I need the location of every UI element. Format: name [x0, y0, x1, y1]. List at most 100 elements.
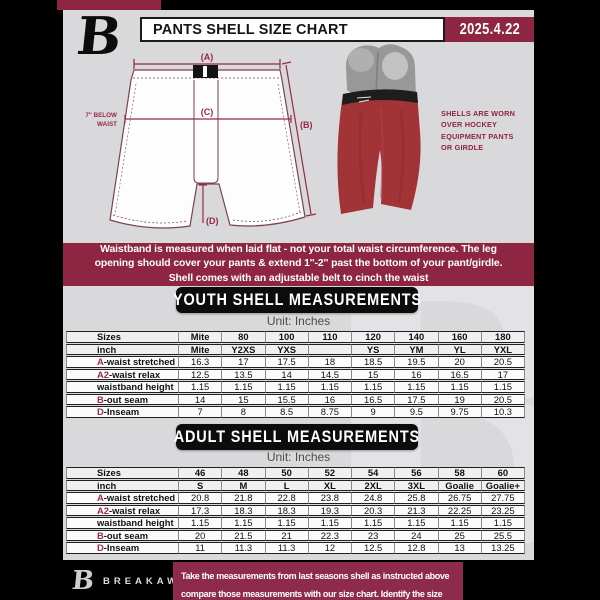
- table-cell: 58: [438, 467, 482, 479]
- table-cell: 20.5: [481, 356, 525, 368]
- row-label-prefix: A2: [97, 368, 109, 380]
- table-cell: 1.15: [308, 517, 352, 529]
- table-cell: 21: [265, 529, 309, 541]
- table-cell: 24.8: [352, 492, 396, 504]
- pants-diagram: (A) (C) 7'' BELOW WAIST (B): [85, 52, 317, 229]
- table-cell: 8.5: [265, 406, 309, 418]
- row-label: A-waist stretched: [66, 356, 179, 368]
- pants-outline: [109, 69, 306, 229]
- row-label: waistband height: [66, 517, 179, 529]
- table-row: Sizes Mite 80 100 110 120 140 160 180: [66, 331, 525, 343]
- table-cell: 14: [179, 393, 223, 405]
- table-cell: 12: [308, 542, 352, 554]
- table-cell: 1.15: [481, 381, 525, 393]
- table-cell: YS: [352, 343, 396, 355]
- table-cell: 21.5: [222, 529, 266, 541]
- table-cell: 1.15: [352, 517, 396, 529]
- table-cell: Y2XS: [222, 343, 266, 355]
- table-cell: 22.8: [265, 492, 309, 504]
- table-cell: 22.25: [438, 504, 482, 516]
- table-cell: 20.3: [352, 504, 396, 516]
- table-cell: 15: [352, 368, 396, 380]
- photo-caption: SHELLS ARE WORN OVER HOCKEY EQUIPMENT PA…: [441, 109, 516, 152]
- footer-note-text: Take the measurements from last seasons …: [181, 571, 450, 599]
- table-cell: 15: [222, 393, 266, 405]
- table-cell: 1.15: [308, 381, 352, 393]
- table-cell: 3XL: [395, 479, 439, 491]
- table-row: A-waist stretched 16.3 17 17.5 18 18.5 19.5 20 2…: [66, 356, 525, 368]
- table-cell: [308, 343, 352, 355]
- table-cell: 27.75: [481, 492, 525, 504]
- row-label: Sizes: [66, 331, 179, 343]
- table-cell: 20.8: [179, 492, 223, 504]
- table-cell: 80: [222, 331, 266, 343]
- table-cell: 21.3: [395, 504, 439, 516]
- table-cell: YXL: [481, 343, 525, 355]
- table-cell: 26.75: [438, 492, 482, 504]
- table-cell: 19.3: [308, 504, 352, 516]
- table-cell: YXS: [265, 343, 309, 355]
- table-cell: YM: [395, 343, 439, 355]
- table-cell: 56: [395, 467, 439, 479]
- measurement-label-d: (D): [206, 216, 219, 226]
- table-row: A2-waist relax 12.5 13.5 14 14.5 15 16 16.5 17: [66, 368, 525, 380]
- brand-logo-mark: B: [73, 10, 125, 67]
- table-cell: Mite: [179, 331, 223, 343]
- table-cell: 160: [438, 331, 482, 343]
- table-row: waistband height 1.15 1.15 1.15 1.15 1.15 1.15…: [66, 517, 525, 529]
- row-label: A-waist stretched: [66, 492, 179, 504]
- table-row: inch Mite Y2XS YXS YS YM YL YXL: [66, 343, 525, 355]
- row-label-prefix: A: [97, 356, 104, 368]
- adult-measurements-table: Sizes 46 48 50 52 54 56 58 60 inch S M L XL 2XL 3XL Goal…: [66, 466, 525, 555]
- row-label-prefix: D: [97, 406, 104, 418]
- table-cell: 54: [352, 467, 396, 479]
- info-band: Waistband is measured when laid flat - n…: [63, 243, 534, 286]
- table-cell: 13: [438, 542, 482, 554]
- table-cell: 1.15: [395, 517, 439, 529]
- table-cell: Goalie+: [481, 479, 525, 491]
- table-cell: 20.5: [481, 393, 525, 405]
- row-label-prefix: B: [97, 393, 104, 405]
- table-cell: 14: [265, 368, 309, 380]
- table-cell: 1.15: [438, 517, 482, 529]
- table-cell: 46: [179, 467, 223, 479]
- table-cell: 17.5: [265, 356, 309, 368]
- row-label: inch: [66, 479, 179, 491]
- youth-unit-label: Unit: Inches: [266, 314, 331, 328]
- table-cell: 1.15: [481, 517, 525, 529]
- measurement-label-b: (B): [300, 120, 313, 130]
- table-cell: XL: [308, 479, 352, 491]
- table-cell: 9.5: [395, 406, 439, 418]
- table-cell: 24: [395, 529, 439, 541]
- table-cell: S: [179, 479, 223, 491]
- table-cell: 21.8: [222, 492, 266, 504]
- page-title: PANTS SHELL SIZE CHART: [153, 21, 348, 38]
- table-cell: 16.5: [438, 368, 482, 380]
- table-cell: 50: [265, 467, 309, 479]
- table-cell: 16.5: [352, 393, 396, 405]
- waist-note-line1: 7'' BELOW: [85, 112, 117, 119]
- table-cell: 12.5: [179, 368, 223, 380]
- table-cell: YL: [438, 343, 482, 355]
- date-text: 2025.4.22: [459, 20, 520, 38]
- table-row: waistband height 1.15 1.15 1.15 1.15 1.15 1.15…: [66, 381, 525, 393]
- table-row: D-Inseam 11 11.3 11.3 12 12.5 12.8 13 13.25: [66, 542, 525, 554]
- adult-section-banner: ADULT SHELL MEASUREMENTS: [174, 424, 419, 450]
- table-cell: 18.3: [222, 504, 266, 516]
- table-cell: 25: [438, 529, 482, 541]
- table-cell: 2XL: [352, 479, 396, 491]
- table-cell: 16: [308, 393, 352, 405]
- table-cell: 120: [352, 331, 396, 343]
- table-cell: 19: [438, 393, 482, 405]
- table-cell: 8: [222, 406, 266, 418]
- table-row: B-out seam 20 21.5 21 22.3 23 24 25 25.5: [66, 529, 525, 541]
- row-label: B-out seam: [66, 393, 179, 405]
- table-row: A-waist stretched 20.8 21.8 22.8 23.8 24.8 25.…: [66, 492, 525, 504]
- table-row: inch S M L XL 2XL 3XL Goalie Goalie+: [66, 479, 525, 491]
- table-cell: 20: [179, 529, 223, 541]
- table-row: D-Inseam 7 8 8.5 8.75 9 9.5 9.75 10.3: [66, 406, 525, 418]
- row-label: inch: [66, 343, 179, 355]
- top-accent-bar: [57, 0, 161, 10]
- table-cell: 60: [481, 467, 525, 479]
